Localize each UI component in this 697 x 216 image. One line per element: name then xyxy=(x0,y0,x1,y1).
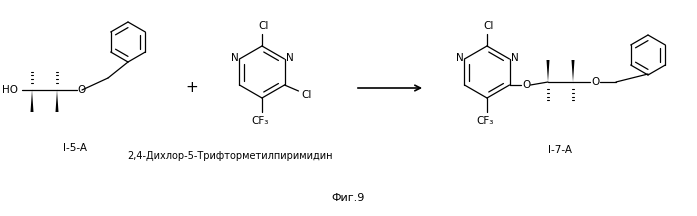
Text: Cl: Cl xyxy=(484,21,494,31)
Text: O: O xyxy=(78,85,86,95)
Polygon shape xyxy=(572,60,574,82)
Text: 2,4-Дихлор-5-Трифторметилпиримидин: 2,4-Дихлор-5-Трифторметилпиримидин xyxy=(128,151,332,161)
Text: N: N xyxy=(456,53,464,63)
Text: I-7-A: I-7-A xyxy=(548,145,572,155)
Text: O: O xyxy=(522,80,530,90)
Text: N: N xyxy=(231,53,238,63)
Text: Cl: Cl xyxy=(301,90,312,100)
Polygon shape xyxy=(31,90,33,112)
Text: I-5-A: I-5-A xyxy=(63,143,87,153)
Text: O: O xyxy=(592,77,600,87)
Polygon shape xyxy=(56,90,59,112)
Text: Cl: Cl xyxy=(259,21,269,31)
Text: CF₃: CF₃ xyxy=(476,116,493,126)
Text: N: N xyxy=(286,53,293,63)
Text: HO: HO xyxy=(2,85,18,95)
Text: +: + xyxy=(185,81,199,95)
Text: N: N xyxy=(511,53,519,63)
Polygon shape xyxy=(546,60,549,82)
Text: Фиг.9: Фиг.9 xyxy=(331,193,365,203)
Text: CF₃: CF₃ xyxy=(252,116,268,126)
